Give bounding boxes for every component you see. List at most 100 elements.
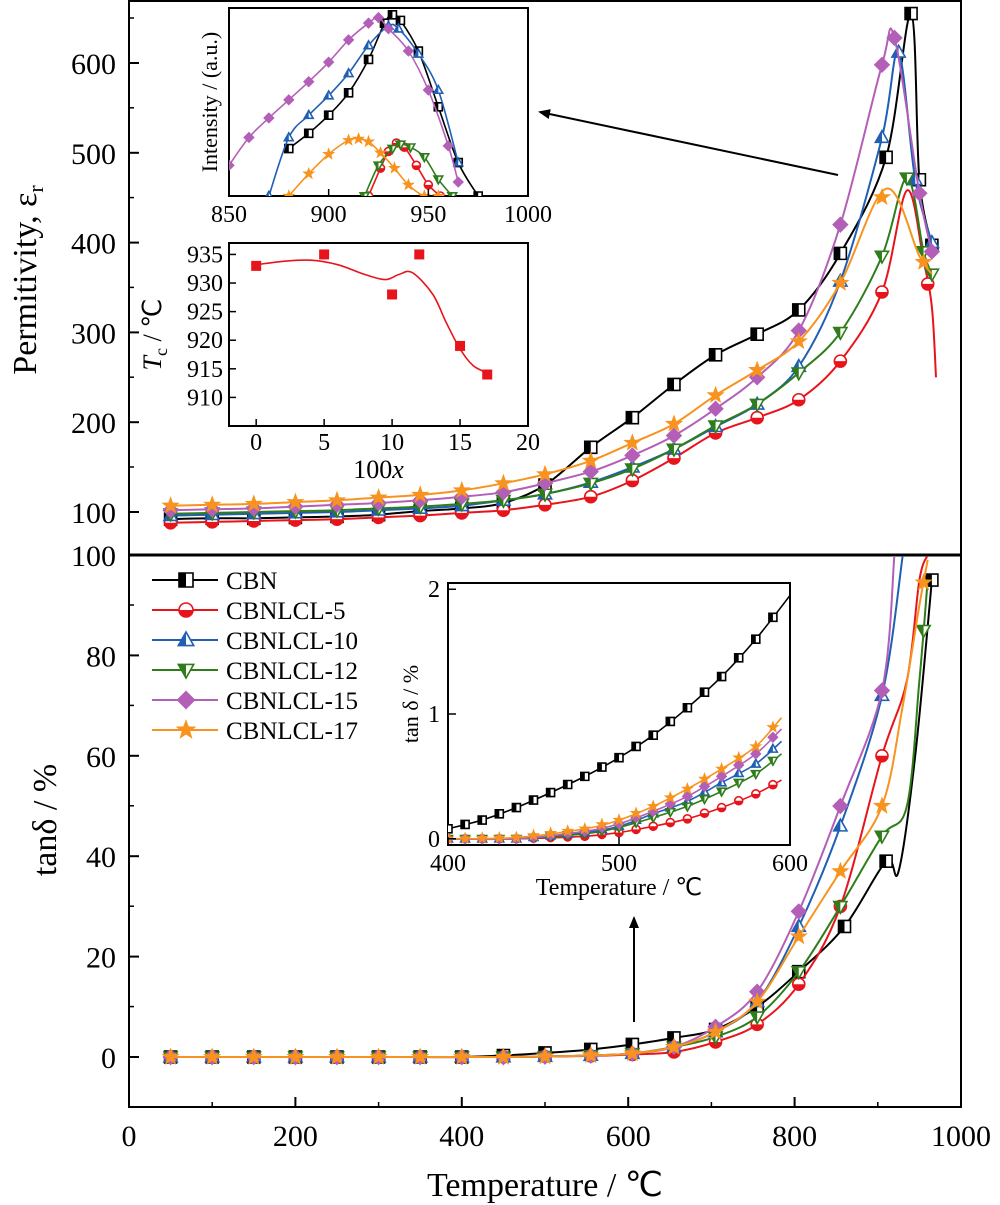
inset-tc-point: [387, 289, 398, 300]
permittivity-y-tick-label: 300: [71, 317, 116, 350]
inset-tandelta-x-tick-label: 400: [430, 851, 466, 877]
inset-tc-y-tick-label: 915: [187, 357, 223, 383]
permittivity-line-cbnlcl-10: [170, 50, 933, 517]
inset-intensity-marker-cbnlcl-15-7: [362, 17, 375, 29]
tan-delta-marker-cbnlcl-17-14: [748, 992, 767, 1010]
legend-marker-cbnlcl-10: [176, 630, 196, 647]
tan-delta-marker-cbnlcl-17-6: [411, 1047, 430, 1065]
tan-delta-marker-cbnlcl-12-14: [749, 1011, 766, 1026]
inset-tandelta-marker-cbnlcl-15-570: [732, 759, 745, 771]
permittivity-marker-cbnlcl-17-17: [872, 187, 892, 205]
inset-tc-y-tick-label: 910: [187, 385, 223, 411]
inset-intensity-marker-cbnlcl-12-3: [394, 140, 407, 151]
inset-tc-x-tick-label: 20: [516, 430, 540, 456]
inset-intensity-x-tick-label: 950: [410, 202, 446, 228]
x-tick-label: 400: [439, 1120, 484, 1153]
inset-tandelta-marker-cbnlcl-17-560: [715, 762, 729, 775]
inset-tc-x-tick-label: 0: [250, 430, 262, 456]
tan-delta-marker-cbnlcl-17-7: [452, 1047, 471, 1065]
inset-tandelta-marker-cbnlcl-17-550: [698, 772, 711, 785]
tan-delta-marker-cbnlcl-17-10: [581, 1045, 600, 1064]
permittivity-y-tick-label: 500: [71, 138, 116, 171]
inset-intensity-marker-cbnlcl-15-8: [372, 11, 385, 24]
tan-delta-marker-cbnlcl-17-13: [706, 1022, 725, 1040]
tan-delta-marker-cbnlcl-17-15: [789, 926, 808, 945]
tan-delta-marker-cbnlcl-12-18: [915, 624, 932, 639]
permittivity-marker-cbnlcl-15-19: [911, 185, 928, 202]
inset-tandelta-marker-cbnlcl-5-580: [750, 789, 761, 799]
inset-intensity-marker-cbnlcl-15-5: [322, 56, 335, 68]
inset-tandelta-marker-cbn-550: [699, 687, 710, 697]
inset-intensity-marker-cbnlcl-17-5: [361, 134, 376, 148]
tan-delta-marker-cbnlcl-17-4: [327, 1047, 347, 1065]
inset-tandelta-marker-cbnlcl-15-590: [767, 731, 779, 743]
permittivity-y-tick-label: 100: [71, 497, 116, 530]
inset-tandelta-marker-cbnlcl-17-530: [663, 790, 677, 804]
inset-tc-x-label: 100x: [353, 455, 404, 484]
inset-intensity-marker-cbnlcl-17-3: [342, 133, 356, 146]
permittivity-marker-cbnlcl-5-17: [875, 285, 889, 299]
inset-tandelta-marker-cbn-520: [648, 730, 658, 741]
inset-tandelta-marker-cbnlcl-17-590: [766, 720, 780, 733]
inset-tc-frame: [228, 242, 529, 427]
tan-delta-marker-cbnlcl-17-16: [831, 861, 850, 879]
permittivity-marker-cbn-13: [708, 348, 723, 362]
x-tick-label: 600: [606, 1120, 651, 1153]
inset-tandelta-marker-cbn-450: [528, 795, 539, 805]
tan-delta-marker-cbn-17: [879, 854, 893, 869]
inset-tandelta-marker-cbnlcl-15-580: [750, 748, 762, 760]
permittivity-marker-cbnlcl-15-12: [665, 427, 683, 444]
inset-tandelta-marker-cbnlcl-10-580: [750, 757, 762, 768]
inset-tc-y-tick-label: 935: [187, 242, 223, 268]
legend-label-cbnlcl-12: CBNLCL-12: [226, 658, 358, 685]
x-axis-ticks: 0 200 400 600 800 1000: [122, 1097, 991, 1153]
inset-intensity-marker-cbnlcl-15-4: [303, 75, 315, 88]
inset-tandelta-marker-cbnlcl-15-540: [681, 790, 694, 803]
inset-intensity-marker-cbnlcl-12-4: [404, 143, 417, 154]
tan-delta-y-axis-label: tanδ / %: [27, 764, 64, 876]
inset-tandelta-marker-cbnlcl-5-550: [699, 808, 710, 818]
tan-delta-series: [161, 556, 939, 1066]
tan-delta-marker-cbnlcl-12-17: [873, 830, 890, 845]
inset-intensity-marker-cbnlcl-10-9: [432, 83, 445, 95]
inset-tandelta-marker-cbnlcl-17-580: [749, 739, 763, 753]
permittivity-marker-cbnlcl-12-14: [749, 398, 766, 413]
permittivity-marker-cbn-12: [667, 377, 681, 392]
permittivity-y-tick-label: 600: [71, 48, 116, 81]
legend-marker-cbnlcl-5: [178, 602, 194, 618]
tan-delta-marker-cbnlcl-17-2: [244, 1047, 263, 1065]
permittivity-marker-cbnlcl-17-2: [244, 494, 263, 512]
permittivity-series: [161, 6, 941, 530]
permittivity-y-ticks: 100 200 300 400 500 600: [71, 17, 139, 530]
tan-delta-y-tick-label: 100: [71, 540, 116, 573]
inset-intensity-marker-cbnlcl-10-7: [392, 22, 405, 33]
permittivity-marker-cbn-14: [750, 327, 764, 341]
permittivity-marker-cbnlcl-5-18: [920, 277, 935, 291]
inset-tandelta-marker-cbn-420: [477, 815, 487, 825]
tan-delta-marker-cbnlcl-17-17: [872, 796, 892, 814]
inset-intensity-marker-cbnlcl-12-1: [372, 161, 385, 172]
inset-tandelta-marker-cbn-540: [682, 702, 693, 713]
legend-label-cbn: CBN: [226, 568, 277, 595]
inset-intensity-marker-cbnlcl-15-11: [422, 84, 435, 96]
inset-intensity-marker-cbnlcl-15-9: [382, 23, 395, 35]
inset-intensity-marker-cbnlcl-10-1: [283, 131, 295, 142]
inset-tandelta-x-label: Temperature / ℃: [536, 875, 703, 901]
inset-tandelta-marker-cbn-580: [751, 634, 761, 644]
permittivity-marker-cbnlcl-17-15: [789, 331, 808, 350]
inset-tandelta-marker-cbnlcl-17-410: [458, 831, 472, 844]
inset-intensity-marker-cbnlcl-17-0: [282, 189, 296, 196]
permittivity-marker-cbnlcl-17-4: [327, 490, 347, 509]
permittivity-marker-cbnlcl-5-12: [667, 451, 681, 465]
inset-tandelta-marker-cbnlcl-17-490: [595, 817, 609, 831]
permittivity-marker-cbnlcl-17-13: [706, 385, 725, 403]
inset-tandelta-marker-cbn-590: [768, 612, 778, 623]
legend-label-cbnlcl-5: CBNLCL-5: [226, 598, 345, 625]
inset-intensity-marker-cbn-11: [473, 191, 483, 196]
inset-intensity-marker-cbnlcl-10-0: [265, 189, 273, 196]
tan-delta-marker-cbnlcl-12-16: [832, 900, 849, 915]
inset-intensity-marker-cbnlcl-12-7: [446, 192, 459, 196]
x-axis-label: Temperature / ℃: [427, 1167, 663, 1204]
inset-intensity-marker-cbnlcl-10-4: [342, 67, 355, 78]
permittivity-y-tick-label: 400: [71, 228, 116, 261]
